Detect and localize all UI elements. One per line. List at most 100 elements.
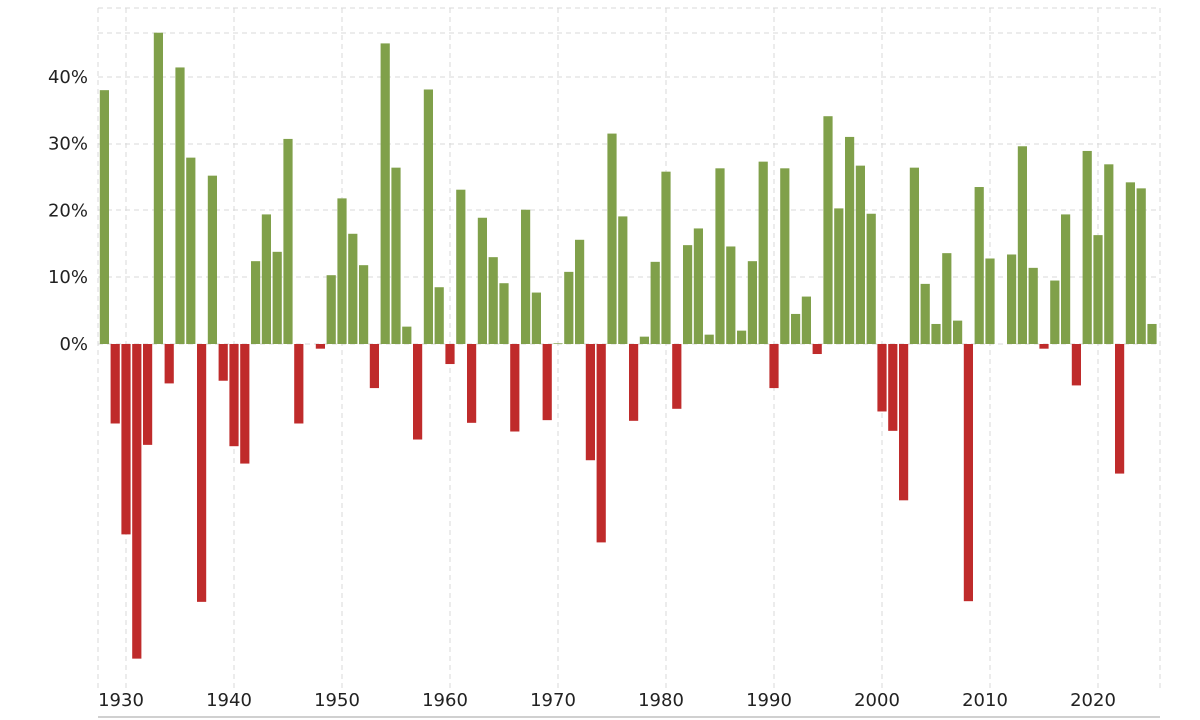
- bar-1965: [499, 283, 509, 344]
- bar-1988: [747, 261, 757, 344]
- x-tick-label: 1960: [422, 690, 468, 711]
- bar-2016: [1050, 280, 1060, 344]
- bar-1971: [564, 271, 574, 344]
- y-axis-tick-labels: 0% 10% 20% 30% 40%: [48, 67, 88, 355]
- bar-1929: [110, 344, 120, 424]
- bar-1946: [294, 344, 304, 424]
- bar-1963: [477, 217, 487, 344]
- x-tick-label: 1930: [98, 690, 144, 711]
- bar-1990: [769, 344, 779, 389]
- bar-2010: [985, 258, 995, 344]
- bar-1955: [391, 167, 401, 344]
- bar-1980: [661, 171, 671, 344]
- x-tick-label: 2020: [1070, 690, 1116, 711]
- bar-1953: [369, 344, 379, 389]
- x-tick-label: 1940: [206, 690, 252, 711]
- bar-1992: [791, 313, 801, 344]
- bar-1957: [413, 344, 423, 440]
- bar-2013: [1017, 146, 1027, 344]
- bar-1932: [143, 344, 153, 445]
- bar-1942: [251, 261, 261, 344]
- bar-1991: [780, 168, 790, 344]
- bar-1981: [672, 344, 682, 409]
- bar-2017: [1061, 214, 1071, 344]
- bar-1936: [186, 157, 196, 344]
- x-tick-label: 1950: [314, 690, 360, 711]
- bar-1999: [866, 213, 876, 344]
- bar-1977: [629, 344, 639, 421]
- bar-1935: [175, 67, 185, 344]
- bar-1962: [467, 344, 477, 423]
- y-tick-label: 40%: [48, 67, 88, 88]
- bar-2006: [942, 253, 952, 344]
- bar-2019: [1082, 150, 1092, 344]
- x-axis-tick-labels: 1930 1940 1950 1960 1970 1980 1990 2000 2010 2020: [98, 690, 1116, 711]
- bar-1966: [510, 344, 520, 432]
- bar-1974: [596, 344, 606, 543]
- bar-1985: [715, 168, 725, 344]
- bar-1958: [423, 89, 433, 345]
- bar-1943: [261, 214, 271, 344]
- x-tick-label: 1970: [530, 690, 576, 711]
- bar-1989: [758, 161, 768, 344]
- bar-1968: [531, 292, 541, 344]
- bar-2024: [1136, 188, 1146, 344]
- bar-1996: [834, 208, 844, 344]
- bar-2012: [1007, 254, 1017, 344]
- bar-1954: [380, 43, 390, 345]
- bar-1950: [337, 198, 347, 344]
- y-tick-label: 0%: [59, 334, 88, 355]
- bar-1993: [801, 296, 811, 344]
- bars: [99, 32, 1157, 659]
- bar-1994: [812, 344, 822, 355]
- x-tick-label: 1980: [638, 690, 684, 711]
- bar-1975: [607, 133, 617, 344]
- y-tick-label: 30%: [48, 134, 88, 155]
- bar-1945: [283, 138, 293, 344]
- bar-2004: [920, 283, 930, 344]
- bar-2025: [1147, 323, 1157, 344]
- bar-1972: [575, 239, 585, 344]
- x-tick-label: 2010: [962, 690, 1008, 711]
- bar-1986: [726, 246, 736, 344]
- bar-1961: [456, 189, 466, 344]
- bar-2023: [1125, 182, 1135, 344]
- bar-1973: [585, 344, 595, 461]
- y-tick-label: 20%: [48, 200, 88, 221]
- bar-1949: [326, 275, 336, 344]
- bar-2020: [1093, 235, 1103, 344]
- bar-1979: [650, 261, 660, 344]
- bar-1931: [132, 344, 142, 659]
- bar-1970: [553, 343, 563, 344]
- bar-1956: [402, 326, 412, 344]
- bar-1964: [488, 257, 498, 344]
- y-tick-label: 10%: [48, 267, 88, 288]
- bar-1967: [521, 209, 531, 344]
- bar-2002: [899, 344, 909, 501]
- bar-1987: [737, 330, 747, 344]
- bar-1959: [434, 287, 444, 344]
- bar-1944: [272, 251, 282, 344]
- bar-2014: [1028, 267, 1038, 344]
- bar-1941: [240, 344, 250, 464]
- bar-2021: [1104, 164, 1114, 344]
- x-tick-label: 2000: [854, 690, 900, 711]
- bar-1982: [683, 245, 693, 344]
- bar-2000: [877, 344, 887, 412]
- bar-2009: [974, 187, 984, 344]
- bar-1960: [445, 344, 455, 365]
- bar-1939: [218, 344, 228, 381]
- bar-2007: [953, 320, 963, 344]
- bar-2003: [909, 167, 919, 344]
- bar-1934: [164, 344, 174, 384]
- bar-1976: [618, 216, 628, 344]
- bar-1984: [704, 334, 714, 344]
- bar-2018: [1071, 344, 1081, 386]
- bar-1983: [693, 228, 703, 344]
- bar-1948: [315, 344, 325, 349]
- bar-1978: [639, 336, 649, 344]
- bar-2008: [963, 344, 973, 602]
- bar-1995: [823, 116, 833, 345]
- bar-1997: [845, 136, 855, 344]
